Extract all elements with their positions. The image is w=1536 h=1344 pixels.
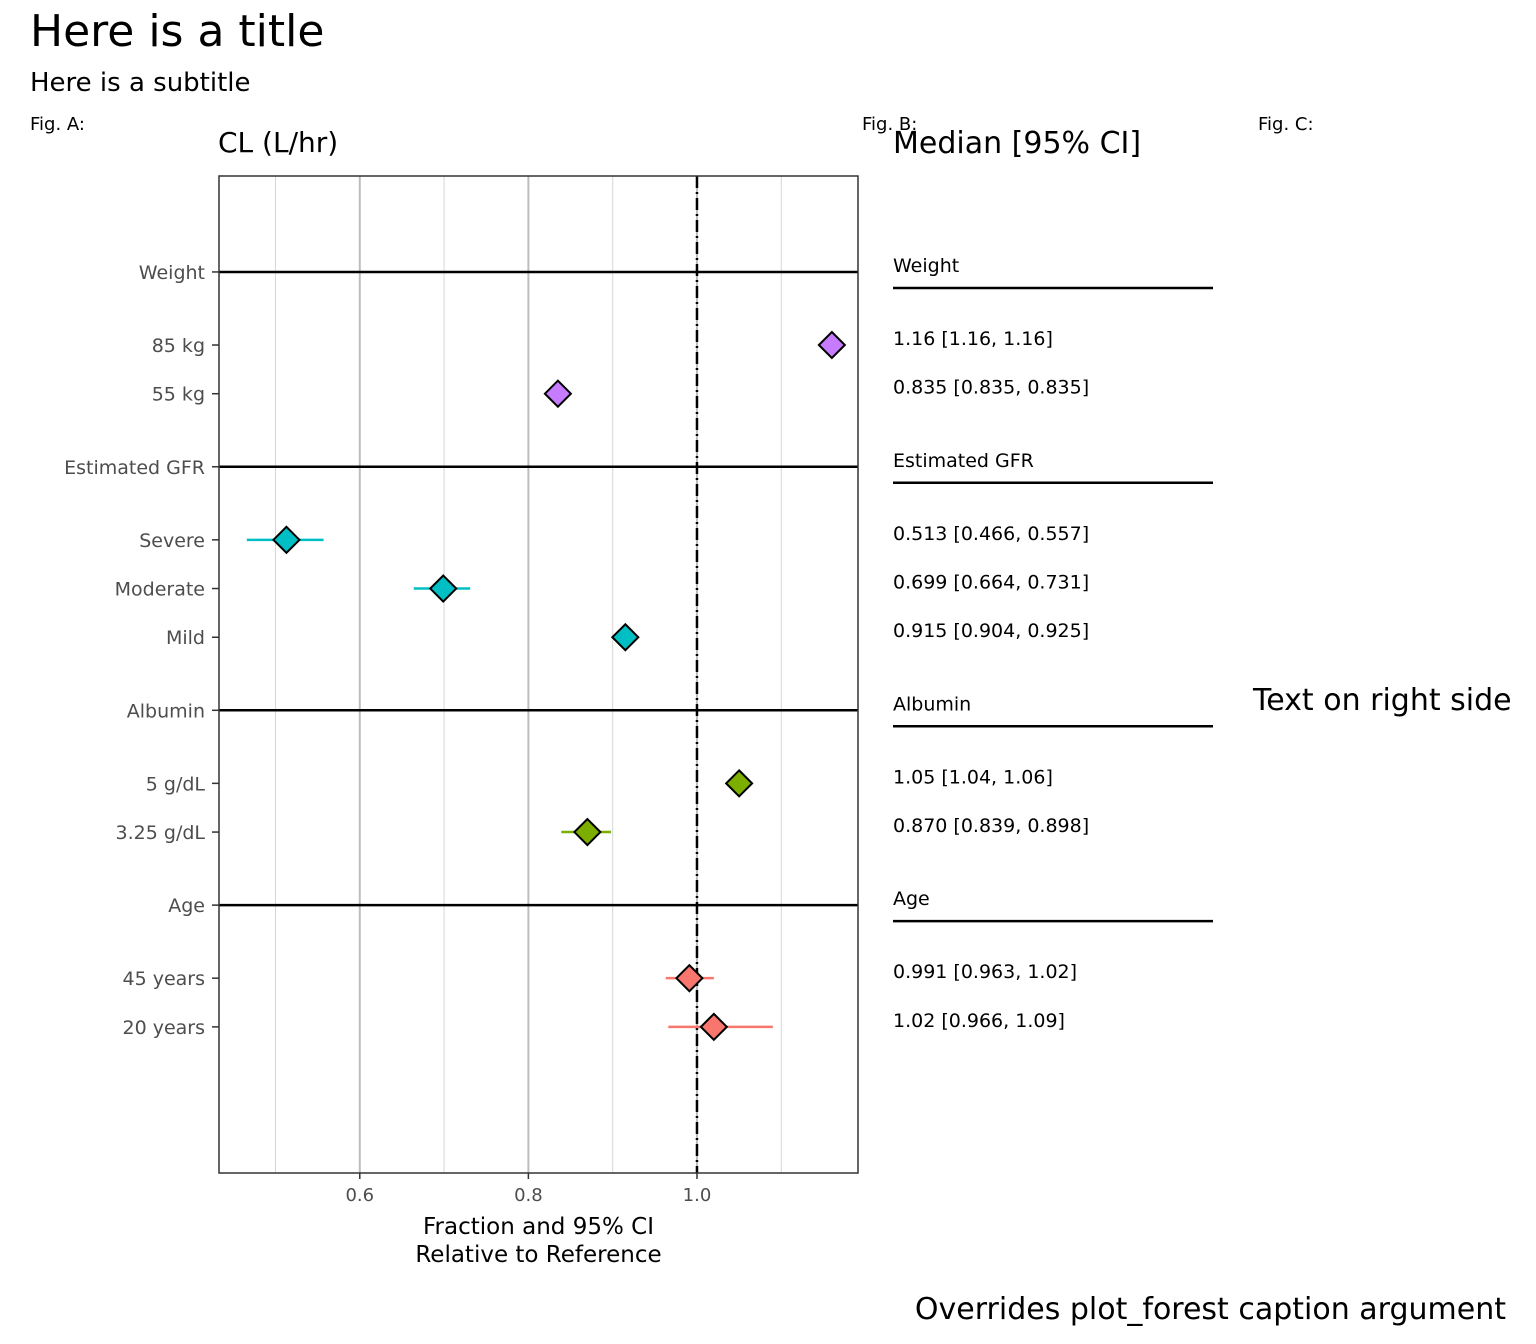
y-tick-label: Estimated GFR bbox=[64, 457, 205, 479]
table-value: 0.835 [0.835, 0.835] bbox=[893, 377, 1089, 399]
table-value: 0.513 [0.466, 0.557] bbox=[893, 523, 1089, 545]
point-estimate-marker bbox=[610, 622, 640, 652]
point-estimate-marker bbox=[572, 817, 602, 847]
point-estimate-marker bbox=[428, 574, 458, 603]
y-tick-label: 3.25 g/dL bbox=[116, 822, 206, 844]
table-value: 0.699 [0.664, 0.731] bbox=[893, 572, 1089, 594]
y-tick-label: 85 kg bbox=[152, 335, 205, 357]
table-value: 0.915 [0.904, 0.925] bbox=[893, 620, 1089, 642]
y-tick-label: Albumin bbox=[127, 700, 205, 722]
x-axis-label: Relative to Reference bbox=[415, 1242, 661, 1268]
point-estimate-marker bbox=[699, 1012, 729, 1042]
plot-panel bbox=[219, 176, 858, 1173]
table-value: 1.02 [0.966, 1.09] bbox=[893, 1010, 1065, 1032]
point-estimate-marker bbox=[817, 330, 847, 360]
plot-border bbox=[218, 175, 859, 1174]
right-side-text: Text on right side bbox=[1253, 683, 1512, 718]
point-estimate-marker bbox=[543, 379, 573, 409]
table-header: Median [95% CI] bbox=[893, 126, 1142, 161]
tag-fig-a: Fig. A: bbox=[30, 114, 85, 135]
caption: Overrides plot_forest caption argument bbox=[914, 1292, 1506, 1327]
table-value: 1.05 [1.04, 1.06] bbox=[893, 766, 1053, 788]
x-tick-label: 1.0 bbox=[683, 1185, 712, 1206]
figure-subtitle: Here is a subtitle bbox=[30, 68, 251, 98]
y-tick-label: Mild bbox=[166, 627, 205, 649]
point-estimate-marker bbox=[272, 525, 301, 555]
y-tick-label: Moderate bbox=[115, 579, 205, 601]
table-value: 0.870 [0.839, 0.898] bbox=[893, 815, 1089, 837]
tag-fig-c: Fig. C: bbox=[1258, 114, 1314, 135]
table-value: 1.16 [1.16, 1.16] bbox=[893, 328, 1053, 350]
table-group-label: Estimated GFR bbox=[893, 450, 1034, 472]
y-tick-label: 45 years bbox=[122, 968, 205, 990]
table-group-label: Age bbox=[893, 888, 930, 910]
x-axis-label: Fraction and 95% CI bbox=[423, 1214, 654, 1240]
plot-title: CL (L/hr) bbox=[218, 126, 339, 159]
y-tick-label: 5 g/dL bbox=[146, 773, 206, 795]
y-tick-label: 55 kg bbox=[152, 384, 205, 406]
y-tick-label: 20 years bbox=[122, 1017, 205, 1039]
y-tick-label: Age bbox=[168, 895, 205, 917]
x-tick-label: 0.8 bbox=[514, 1185, 543, 1206]
x-tick-label: 0.6 bbox=[345, 1185, 374, 1206]
table-group-label: Weight bbox=[893, 255, 959, 277]
y-tick-label: Severe bbox=[139, 530, 205, 552]
point-estimate-marker bbox=[724, 768, 754, 798]
table-value: 0.991 [0.963, 1.02] bbox=[893, 961, 1077, 983]
figure-title: Here is a title bbox=[30, 6, 325, 57]
point-estimate-marker bbox=[674, 963, 704, 993]
table-group-label: Albumin bbox=[893, 693, 971, 715]
tag-fig-b: Fig. B: bbox=[862, 114, 918, 135]
y-tick-label: Weight bbox=[139, 262, 205, 284]
